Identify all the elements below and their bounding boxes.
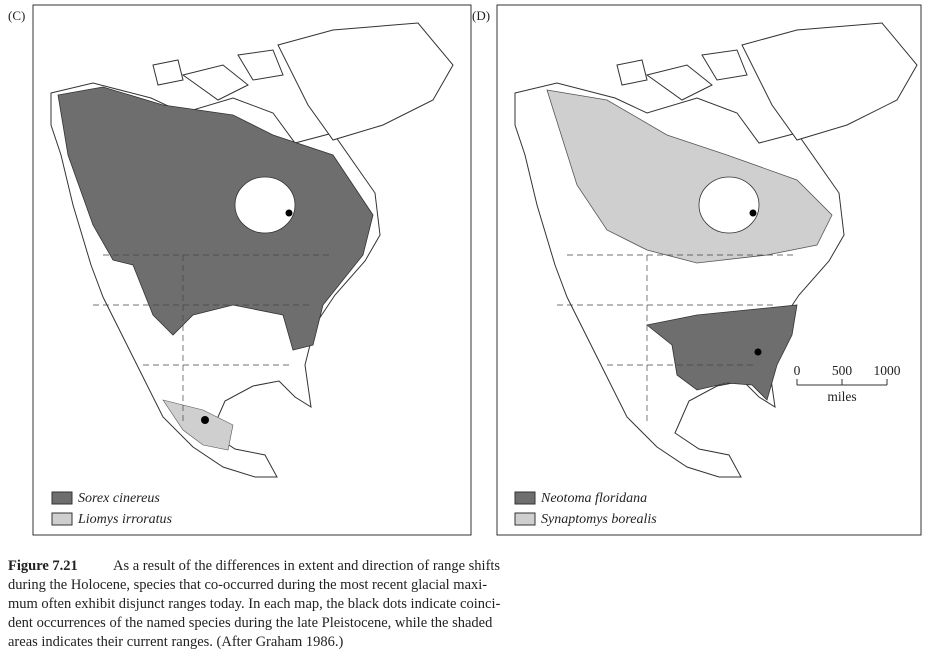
- caption-line: mum often exhibit disjunct ranges today.…: [8, 596, 500, 612]
- scale-label: 1000: [874, 363, 901, 378]
- range-light: [162, 399, 234, 451]
- range-light: [546, 89, 833, 264]
- caption-title: Figure 7.21: [8, 558, 78, 574]
- scale-label: 0: [794, 363, 801, 378]
- scale-label: 500: [832, 363, 853, 378]
- scale-unit: miles: [827, 389, 856, 404]
- panel-d: (D) 0 500 1000 miles Neotoma floridana S…: [472, 4, 922, 536]
- caption-line: dent occurrences of the named species du…: [8, 615, 493, 631]
- range-dark: [646, 304, 798, 401]
- scale-bar: 0 500 1000 miles: [794, 363, 901, 404]
- legend-label: Synaptomys borealis: [541, 512, 657, 527]
- caption-line: during the Holocene, species that co-occ…: [8, 577, 487, 593]
- legend-label: Liomys irroratus: [77, 512, 173, 527]
- map: [514, 22, 918, 478]
- map: [50, 22, 454, 478]
- legend-swatch: [514, 491, 536, 505]
- caption-line: As a result of the differences in extent…: [113, 558, 500, 574]
- legend-label: Neotoma floridana: [540, 491, 647, 506]
- legend-swatch: [51, 512, 73, 526]
- legend-swatch: [514, 512, 536, 526]
- panel-label: (C): [8, 8, 25, 23]
- caption: Figure 7.21 As a result of the differenc…: [8, 558, 500, 650]
- panel-c: (C) Sorex cinereus Liomys irroratus: [8, 4, 472, 536]
- legend-label: Sorex cinereus: [78, 491, 160, 506]
- caption-line: areas indicates their current ranges. (A…: [8, 634, 344, 650]
- legend-swatch: [51, 491, 73, 505]
- range-dark: [57, 86, 374, 351]
- panel-label: (D): [472, 8, 490, 23]
